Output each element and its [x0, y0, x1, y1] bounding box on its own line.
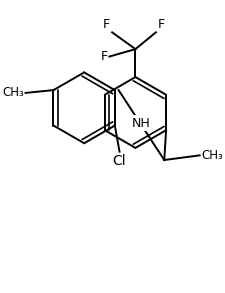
Text: CH₃: CH₃ [3, 86, 25, 99]
Text: CH₃: CH₃ [202, 149, 223, 162]
Text: NH: NH [132, 117, 151, 130]
Text: F: F [100, 50, 108, 63]
Text: F: F [158, 18, 165, 31]
Text: Cl: Cl [113, 154, 126, 168]
Text: F: F [103, 18, 110, 31]
